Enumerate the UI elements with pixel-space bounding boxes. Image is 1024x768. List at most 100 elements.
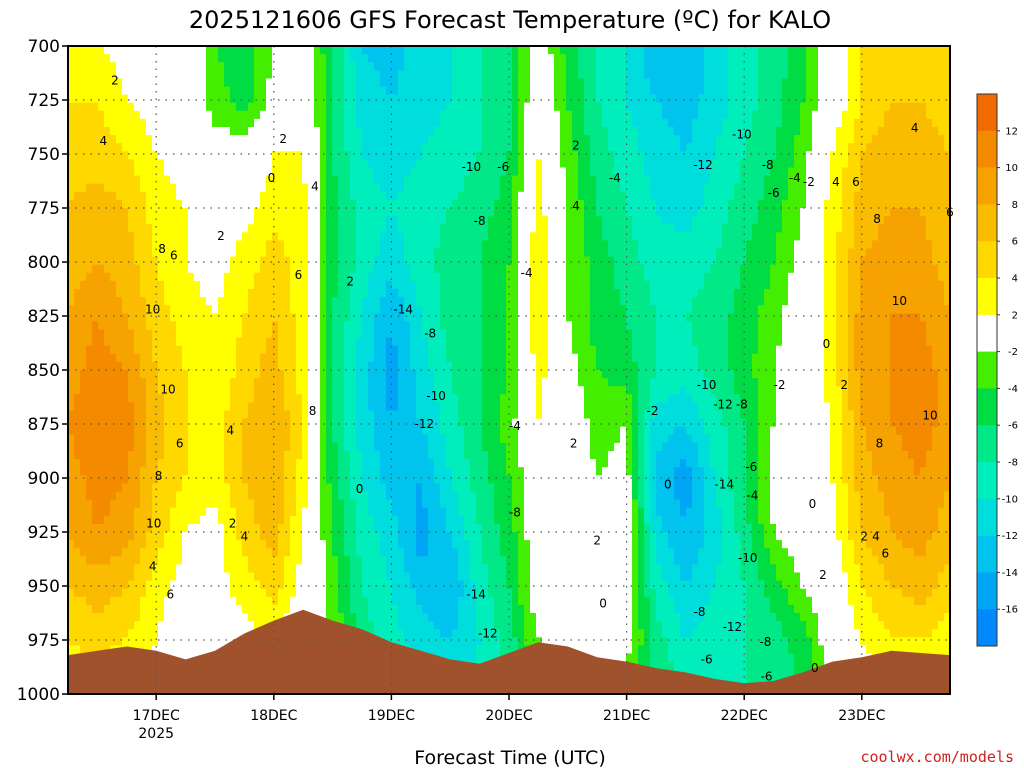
field-cell — [230, 175, 237, 185]
field-cell — [392, 118, 399, 128]
field-cell — [440, 208, 447, 217]
field-cell — [548, 199, 555, 209]
field-cell — [650, 86, 657, 96]
field-cell — [860, 216, 867, 225]
field-cell — [98, 46, 105, 55]
field-cell — [284, 70, 291, 79]
field-cell — [272, 46, 279, 55]
field-cell — [134, 208, 141, 217]
field-cell — [572, 216, 579, 225]
field-cell — [854, 118, 861, 128]
field-cell — [428, 62, 435, 71]
field-cell — [74, 62, 81, 71]
field-cell — [470, 216, 477, 225]
field-cell — [710, 143, 717, 152]
field-cell — [542, 175, 549, 185]
field-cell — [836, 151, 843, 160]
field-cell — [470, 118, 477, 128]
field-cell — [806, 46, 813, 55]
field-cell — [566, 54, 573, 63]
field-cell — [668, 232, 675, 241]
field-cell — [452, 159, 459, 169]
field-cell — [158, 191, 165, 201]
field-cell — [194, 280, 201, 290]
field-cell — [842, 224, 849, 233]
field-cell — [596, 305, 603, 314]
field-cell — [386, 102, 393, 112]
field-cell — [356, 313, 363, 322]
field-cell — [848, 183, 855, 193]
field-cell — [278, 216, 285, 225]
field-cell — [764, 46, 771, 55]
field-cell — [170, 175, 177, 185]
field-cell — [656, 86, 663, 96]
field-cell — [482, 280, 489, 290]
field-cell — [164, 264, 171, 274]
field-cell — [692, 199, 699, 209]
field-cell — [356, 264, 363, 274]
field-cell — [266, 167, 273, 177]
field-cell — [296, 86, 303, 96]
field-cell — [758, 78, 765, 88]
field-cell — [230, 289, 237, 298]
field-cell — [620, 297, 627, 306]
field-cell — [236, 208, 243, 217]
field-cell — [116, 70, 123, 79]
field-cell — [176, 143, 183, 152]
field-cell — [422, 280, 429, 290]
field-cell — [224, 159, 231, 169]
field-cell — [716, 110, 723, 120]
field-cell — [920, 94, 927, 104]
field-cell — [278, 289, 285, 298]
field-cell — [410, 248, 417, 258]
field-cell — [494, 256, 501, 266]
field-cell — [500, 94, 507, 104]
field-cell — [560, 280, 567, 290]
field-cell — [122, 297, 129, 306]
field-cell — [662, 175, 669, 185]
field-cell — [590, 289, 597, 298]
field-cell — [590, 191, 597, 201]
field-cell — [908, 175, 915, 185]
field-cell — [620, 216, 627, 225]
field-cell — [236, 135, 243, 144]
field-cell — [716, 78, 723, 88]
field-cell — [410, 86, 417, 96]
field-cell — [500, 175, 507, 185]
field-cell — [608, 151, 615, 160]
field-cell — [578, 264, 585, 274]
field-cell — [668, 264, 675, 274]
field-cell — [932, 224, 939, 233]
field-cell — [410, 289, 417, 298]
field-cell — [278, 280, 285, 290]
field-cell — [932, 305, 939, 314]
field-cell — [806, 264, 813, 274]
field-cell — [290, 240, 297, 250]
field-cell — [272, 264, 279, 274]
field-cell — [494, 70, 501, 79]
field-cell — [854, 135, 861, 144]
field-cell — [308, 54, 315, 63]
field-cell — [98, 175, 105, 185]
field-cell — [464, 167, 471, 177]
field-cell — [158, 175, 165, 185]
field-cell — [194, 110, 201, 120]
field-cell — [668, 143, 675, 152]
field-cell — [218, 167, 225, 177]
field-cell — [884, 102, 891, 112]
field-cell — [680, 62, 687, 71]
field-cell — [266, 248, 273, 258]
field-cell — [416, 289, 423, 298]
field-cell — [296, 240, 303, 250]
field-cell — [596, 208, 603, 217]
field-cell — [326, 280, 333, 290]
field-cell — [344, 208, 351, 217]
field-cell — [80, 199, 87, 209]
field-cell — [872, 94, 879, 104]
field-cell — [608, 54, 615, 63]
field-cell — [908, 264, 915, 274]
field-cell — [362, 297, 369, 306]
field-cell — [314, 313, 321, 322]
field-cell — [392, 151, 399, 160]
field-cell — [116, 46, 123, 55]
